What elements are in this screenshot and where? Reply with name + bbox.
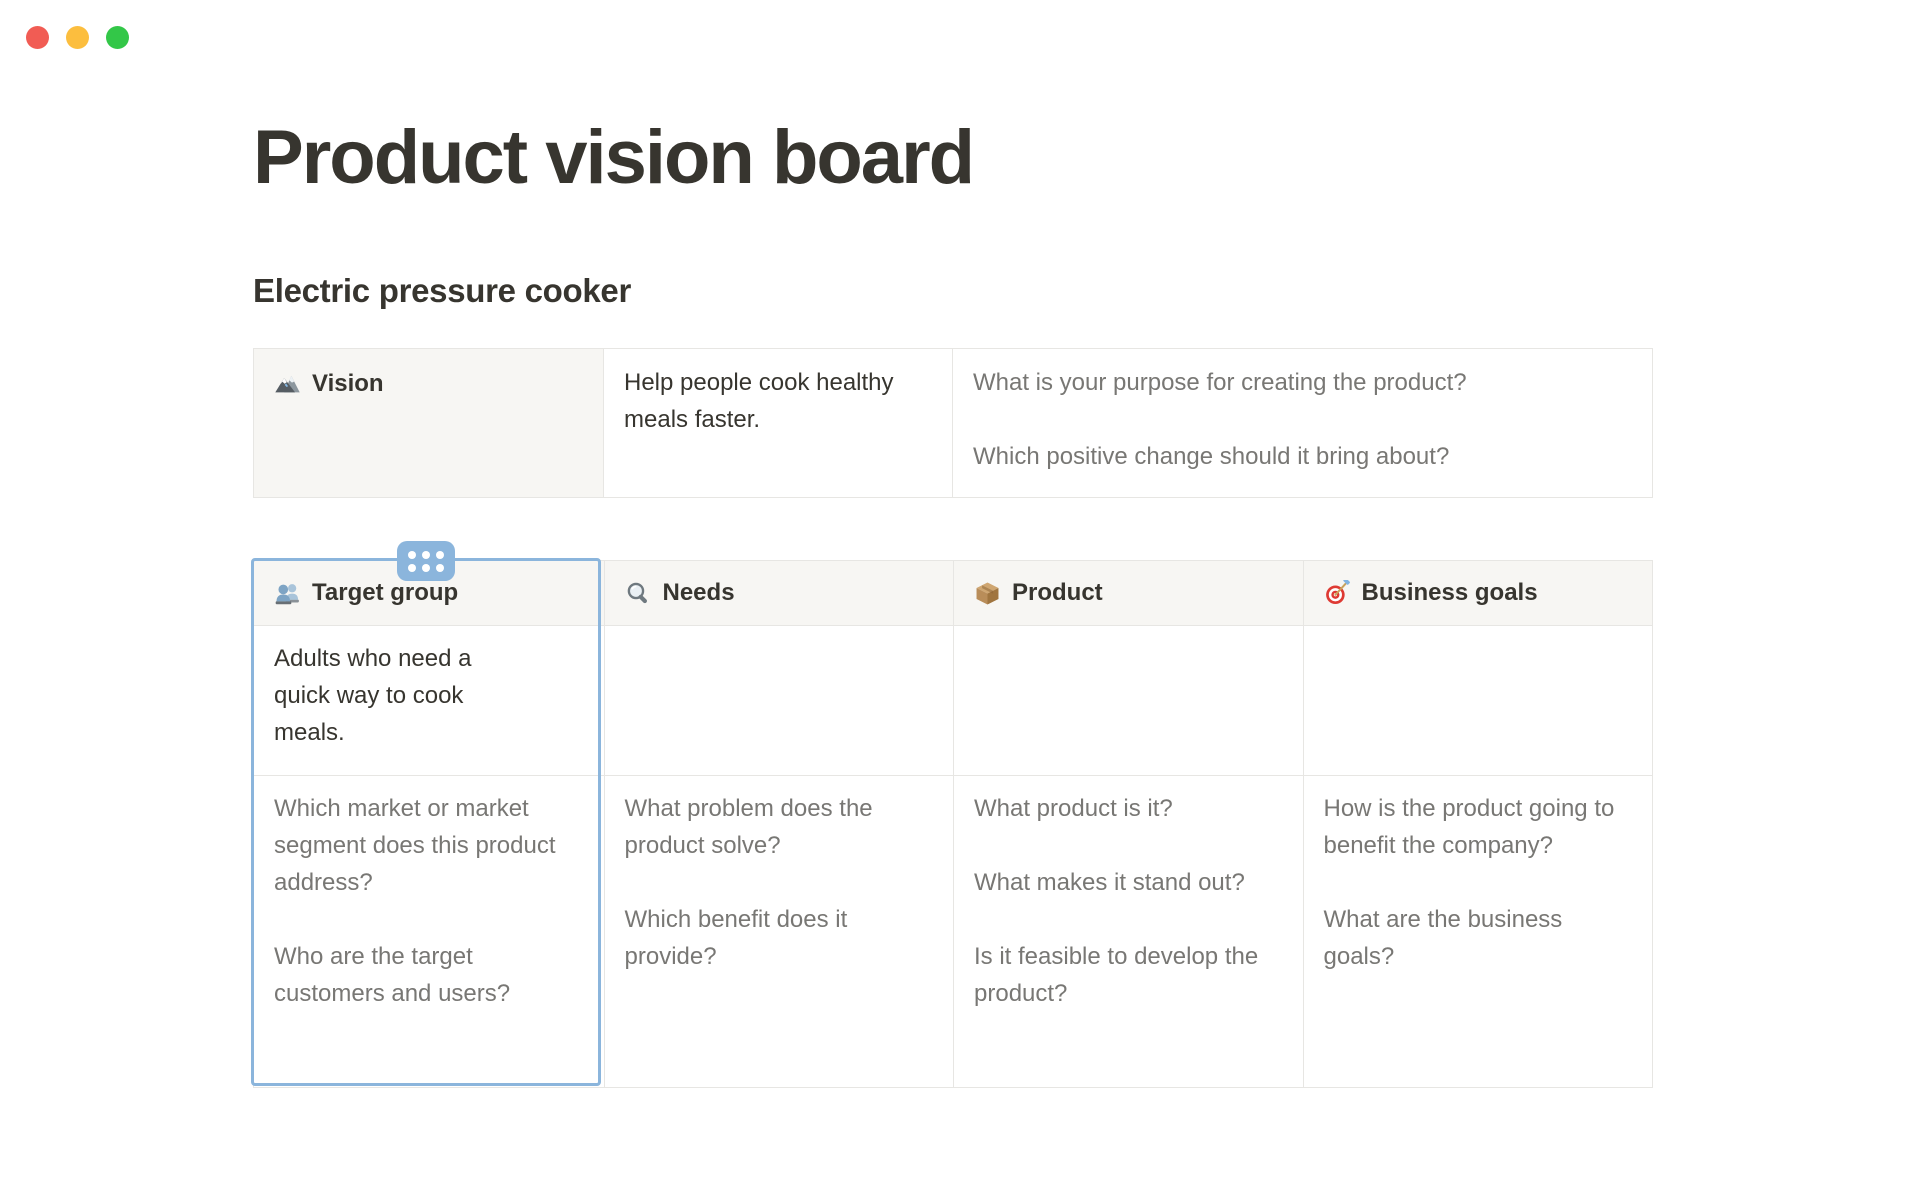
drag-handle-dots bbox=[407, 550, 444, 572]
prompt-text: What product is it? bbox=[974, 795, 1173, 822]
vision-board-table: Target group Needs Product bbox=[251, 541, 1653, 1088]
prompts-cell-business-goals[interactable]: How is the product going to benefit the … bbox=[1302, 775, 1652, 1087]
vision-prompt: What is your purpose for creating the pr… bbox=[973, 369, 1467, 396]
search-icon bbox=[625, 580, 652, 607]
prompt-text: What makes it stand out? bbox=[974, 869, 1245, 896]
prompt-text: Which benefit does it provide? bbox=[624, 906, 848, 970]
prompts-cell-target-group[interactable]: Which market or market segment does this… bbox=[254, 775, 604, 1087]
column-header-business-goals[interactable]: Business goals bbox=[1302, 561, 1652, 625]
column-header-label: Needs bbox=[662, 579, 735, 606]
prompt-text: How is the product going to benefit the … bbox=[1323, 795, 1615, 859]
vision-prompt: Which positive change should it bring ab… bbox=[973, 443, 1450, 470]
vision-header-cell[interactable]: Vision bbox=[254, 349, 603, 497]
prompt-text: Is it feasible to develop the product? bbox=[974, 943, 1259, 1007]
prompt-text: Which market or market segment does this… bbox=[274, 795, 556, 896]
prompt-text: Who are the target customers and users? bbox=[274, 943, 511, 1007]
prompts-cell-product[interactable]: What product is it? What makes it stand … bbox=[953, 775, 1303, 1087]
vision-statement: Help people cook healthy meals faster. bbox=[624, 369, 894, 433]
vision-statement-cell[interactable]: Help people cook healthy meals faster. bbox=[603, 349, 952, 497]
target-icon bbox=[1324, 579, 1351, 607]
mountain-icon bbox=[274, 370, 301, 397]
entry-cell-product[interactable] bbox=[953, 625, 1303, 775]
entry-text: Adults who need a quick way to cook meal… bbox=[274, 645, 472, 746]
column-header-label: Target group bbox=[312, 579, 459, 606]
column-header-label: Business goals bbox=[1361, 579, 1538, 606]
column-header-needs[interactable]: Needs bbox=[603, 561, 953, 625]
entry-cell-needs[interactable] bbox=[603, 625, 953, 775]
entry-cell-business-goals[interactable] bbox=[1302, 625, 1652, 775]
prompt-text: What problem does the product solve? bbox=[624, 795, 873, 859]
vision-prompts-cell[interactable]: What is your purpose for creating the pr… bbox=[952, 349, 1650, 497]
minimize-button[interactable] bbox=[66, 26, 89, 49]
close-button[interactable] bbox=[26, 26, 49, 49]
prompts-cell-needs[interactable]: What problem does the product solve? Whi… bbox=[603, 775, 953, 1087]
drag-handle-icon[interactable] bbox=[396, 541, 455, 581]
column-header-label: Product bbox=[1012, 579, 1103, 606]
entry-cell-target-group[interactable]: Adults who need a quick way to cook meal… bbox=[254, 625, 604, 775]
vision-label: Vision bbox=[312, 370, 384, 397]
zoom-button[interactable] bbox=[106, 26, 129, 49]
package-icon bbox=[974, 580, 1001, 607]
prompt-text: What are the business goals? bbox=[1323, 906, 1563, 970]
people-icon bbox=[274, 580, 301, 607]
board-subtitle[interactable]: Electric pressure cooker bbox=[253, 272, 632, 309]
window-controls bbox=[26, 26, 129, 49]
vision-table: Vision Help people cook healthy meals fa… bbox=[253, 348, 1653, 498]
column-header-product[interactable]: Product bbox=[953, 561, 1303, 625]
page-title[interactable]: Product vision board bbox=[253, 115, 975, 200]
